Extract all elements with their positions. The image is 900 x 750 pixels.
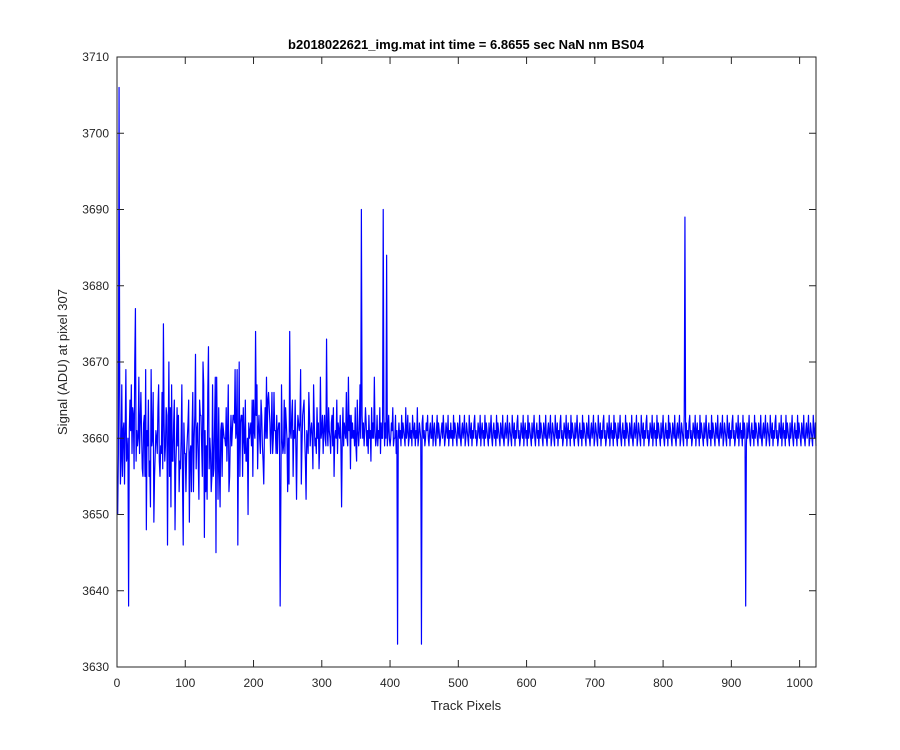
axes-layer: 0 100 200 300 400 500 600 700 800 900 1000 3630 3640… (82, 50, 817, 690)
y-tick-label: 3630 (82, 660, 109, 674)
line-layer (117, 86, 817, 645)
x-tick-label: 900 (721, 676, 741, 690)
x-tick-label: 800 (653, 676, 673, 690)
x-tick-label: 200 (244, 676, 264, 690)
x-tick-label: 0 (114, 676, 121, 690)
y-tick-label: 3710 (82, 50, 109, 64)
y-tick-label: 3690 (82, 203, 109, 217)
chart-title: b2018022621_img.mat int time = 6.8655 se… (288, 37, 645, 52)
x-tick-label: 1000 (786, 676, 813, 690)
y-tick-label: 3660 (82, 431, 109, 445)
x-tick-label: 300 (312, 676, 332, 690)
y-tick-label: 3700 (82, 126, 109, 140)
y-axis-label: Signal (ADU) at pixel 307 (55, 289, 70, 435)
x-tick-label: 700 (585, 676, 605, 690)
x-tick-label: 400 (380, 676, 400, 690)
y-tick-label: 3650 (82, 508, 109, 522)
y-tick-label: 3670 (82, 355, 109, 369)
series-line (117, 86, 817, 645)
x-tick-label: 600 (517, 676, 537, 690)
x-axis-label: Track Pixels (431, 698, 502, 713)
plot-area (117, 57, 816, 667)
x-tick-label: 100 (175, 676, 195, 690)
x-tick-label: 500 (448, 676, 468, 690)
y-tick-label: 3640 (82, 584, 109, 598)
y-tick-label: 3680 (82, 279, 109, 293)
